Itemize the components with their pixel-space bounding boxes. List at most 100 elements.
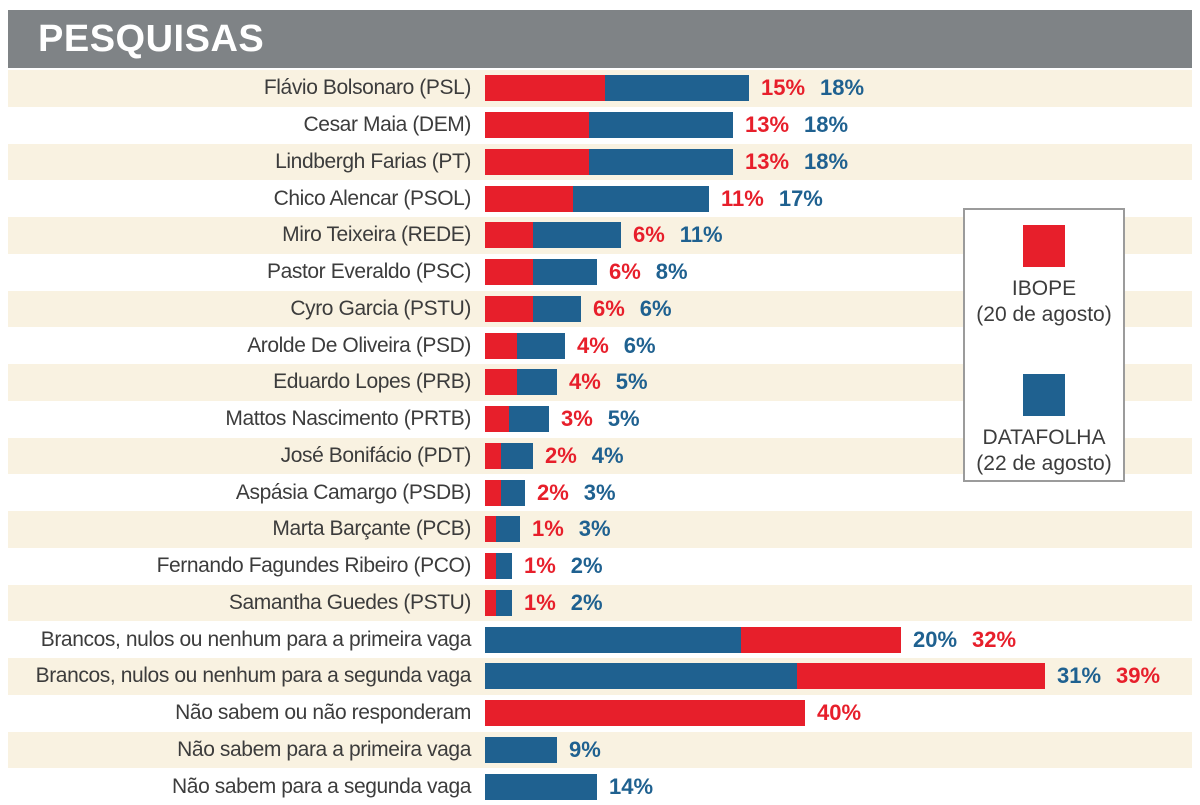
value-label-datafolha: 18% — [804, 148, 849, 174]
value-labels: 31% 39% — [1057, 663, 1160, 689]
chart-row: Aspásia Camargo (PSDB) 2% 3% — [8, 474, 1192, 511]
value-label-ibope: 3% — [561, 406, 593, 432]
bar-segment-datafolha — [517, 369, 557, 396]
row-label: Chico Alencar (PSOL) — [273, 186, 472, 210]
value-labels: 14% — [609, 774, 653, 800]
value-labels: 4% 6% — [577, 333, 656, 359]
bar — [485, 589, 512, 616]
bar-segment-datafolha — [501, 442, 533, 469]
value-labels: 2% 4% — [545, 443, 624, 469]
value-labels: 6% 8% — [609, 259, 688, 285]
row-label: Cesar Maia (DEM) — [303, 113, 472, 137]
row-label: Mattos Nascimento (PRTB) — [225, 407, 471, 431]
value-labels: 15% 18% — [761, 75, 864, 101]
value-label-ibope: 4% — [577, 332, 609, 358]
value-label-datafolha: 14% — [609, 773, 654, 799]
value-label-datafolha: 6% — [623, 332, 656, 358]
bar — [485, 75, 749, 102]
bar-segment-ibope — [797, 663, 1045, 690]
bar-segment-datafolha — [589, 148, 733, 175]
value-label-ibope: 4% — [569, 369, 601, 395]
bar — [485, 479, 525, 506]
value-labels: 11% 17% — [721, 186, 823, 212]
value-label-ibope: 39% — [1116, 663, 1161, 689]
value-label-datafolha: 17% — [778, 185, 823, 211]
value-labels: 2% 3% — [537, 480, 616, 506]
value-labels: 4% 5% — [569, 369, 648, 395]
bar-segment-datafolha — [485, 663, 797, 690]
value-label-ibope: 15% — [761, 75, 806, 101]
chart-row: Lindbergh Farias (PT) 13% 18% — [8, 143, 1192, 181]
value-labels: 9% — [569, 737, 601, 763]
value-label-datafolha: 5% — [615, 369, 648, 395]
row-label: Aspásia Camargo (PSDB) — [235, 480, 472, 504]
value-label-ibope: 32% — [972, 626, 1017, 652]
value-label-datafolha: 2% — [570, 553, 603, 579]
bar-segment-ibope — [485, 369, 517, 396]
bar-segment-datafolha — [533, 259, 597, 286]
value-label-ibope: 6% — [609, 259, 641, 285]
value-label-ibope: 1% — [524, 589, 556, 615]
value-label-ibope: 40% — [817, 700, 862, 726]
row-label: Não sabem para a segunda vaga — [172, 774, 471, 798]
bar-segment-ibope — [485, 332, 517, 359]
legend-date-datafolha: (22 de agosto) — [976, 452, 1112, 475]
bar-segment-datafolha — [517, 332, 565, 359]
value-label-datafolha: 18% — [820, 75, 865, 101]
bar-segment-datafolha — [485, 773, 597, 800]
value-label-ibope: 1% — [524, 553, 556, 579]
value-label-ibope: 2% — [545, 442, 577, 468]
bar — [485, 700, 805, 727]
bar-segment-datafolha — [509, 406, 549, 433]
row-label: Marta Barçante (PCB) — [272, 517, 471, 541]
chart-row: Flávio Bolsonaro (PSL) 15% 18% — [8, 70, 1192, 107]
row-label: Flávio Bolsonaro (PSL) — [263, 76, 472, 100]
row-label: Eduardo Lopes (PRB) — [273, 370, 471, 394]
row-label: Arolde De Oliveira (PSD) — [247, 333, 471, 357]
bar-segment-ibope — [485, 148, 589, 175]
bar-segment-ibope — [485, 479, 501, 506]
row-label: Brancos, nulos ou nenhum para a segunda … — [35, 664, 472, 688]
legend-date-ibope: (20 de agosto) — [976, 303, 1112, 326]
bar-segment-ibope — [485, 553, 496, 580]
bar-segment-datafolha — [496, 589, 512, 616]
bar — [485, 406, 549, 433]
chart-row: Brancos, nulos ou nenhum para a segunda … — [8, 658, 1192, 695]
bar-segment-ibope — [485, 112, 589, 139]
bar-segment-ibope — [485, 295, 533, 322]
bar-segment-datafolha — [485, 626, 741, 653]
bar — [485, 185, 709, 212]
bar — [485, 112, 733, 139]
value-label-datafolha: 4% — [591, 442, 624, 468]
value-labels: 1% 2% — [524, 553, 603, 579]
bar — [485, 516, 520, 543]
value-labels: 6% 11% — [633, 222, 723, 248]
value-labels: 6% 6% — [593, 296, 672, 322]
value-label-ibope: 2% — [537, 479, 569, 505]
value-labels: 3% 5% — [561, 406, 640, 432]
bar — [485, 663, 1045, 690]
bar-segment-ibope — [485, 222, 533, 249]
chart-row: Não sabem para a segunda vaga 14% — [8, 768, 1192, 805]
bar-segment-ibope — [485, 406, 509, 433]
bar — [485, 553, 512, 580]
value-label-ibope: 1% — [532, 516, 564, 542]
row-label: Cyro Garcia (PSTU) — [290, 296, 471, 320]
bar-segment-datafolha — [589, 112, 733, 139]
bar-segment-datafolha — [533, 295, 581, 322]
row-label: Brancos, nulos ou nenhum para a primeira… — [40, 627, 472, 651]
value-label-datafolha: 9% — [569, 736, 601, 762]
value-label-ibope: 13% — [745, 112, 790, 138]
chart-row: Não sabem ou não responderam 40% — [8, 695, 1192, 732]
value-labels: 40% — [817, 700, 861, 726]
chart-row: Fernando Fagundes Ribeiro (PCO) 1% 2% — [8, 548, 1192, 585]
row-label: Não sabem para a primeira vaga — [177, 737, 471, 761]
bar — [485, 222, 621, 249]
chart-row: Pastor Everaldo (PSC) 6% 8% — [8, 254, 1192, 291]
bar-segment-datafolha — [496, 516, 520, 543]
bar-segment-datafolha — [573, 185, 709, 212]
bar — [485, 773, 597, 800]
value-labels: 1% 3% — [532, 516, 611, 542]
value-label-datafolha: 20% — [913, 626, 958, 652]
